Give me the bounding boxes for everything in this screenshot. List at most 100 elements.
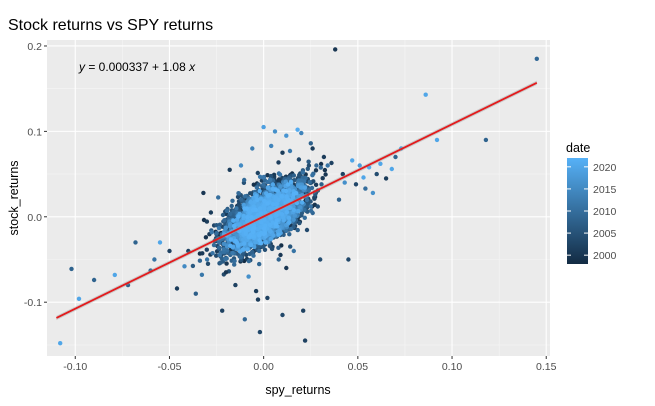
data-point: [276, 197, 281, 203]
data-point: [233, 282, 238, 288]
data-point: [211, 242, 217, 248]
data-point: [234, 240, 239, 245]
data-point: [204, 247, 209, 252]
data-point: [239, 197, 244, 202]
data-point: [310, 173, 315, 178]
data-point: [302, 207, 307, 213]
y-tick-label: 0.1: [27, 126, 42, 138]
data-point: [257, 233, 262, 238]
data-point: [378, 161, 383, 166]
data-point: [259, 220, 264, 225]
data-point: [287, 232, 292, 237]
data-point: [254, 194, 259, 199]
legend-break-label: 2010: [593, 206, 617, 218]
data-point: [353, 182, 359, 187]
data-point: [268, 177, 273, 182]
data-point: [279, 212, 285, 217]
data-point: [308, 199, 313, 204]
legend-break-label: 2020: [593, 162, 617, 174]
data-point: [157, 240, 163, 245]
data-point: [236, 191, 241, 196]
data-point: [248, 233, 253, 238]
data-point: [261, 226, 267, 231]
x-tick-label: 0.10: [442, 361, 463, 373]
data-point: [242, 177, 247, 183]
data-point: [228, 211, 233, 216]
data-point: [219, 256, 224, 261]
data-point: [223, 256, 228, 262]
data-point: [315, 204, 320, 209]
data-point: [238, 255, 243, 260]
data-point: [228, 237, 234, 242]
data-point: [205, 261, 211, 266]
data-point: [255, 297, 261, 302]
data-point: [217, 222, 223, 227]
data-point: [234, 206, 239, 211]
data-point: [197, 258, 203, 263]
data-point: [258, 211, 264, 216]
color-legend: date 2000 2005 2010 2015 2020: [566, 141, 617, 264]
data-point: [255, 197, 260, 202]
data-point: [199, 272, 205, 277]
data-point: [266, 185, 271, 190]
data-point: [58, 341, 63, 346]
data-point: [342, 180, 347, 185]
data-point: [253, 288, 259, 294]
legend-breaks: 2000 2005 2010 2015 2020: [567, 162, 617, 262]
data-point: [298, 205, 303, 210]
x-tick-label: -0.05: [157, 361, 181, 373]
data-point: [295, 127, 300, 132]
data-point: [250, 146, 255, 151]
data-point: [357, 163, 362, 168]
data-point: [302, 215, 307, 220]
data-point: [297, 172, 302, 178]
data-point: [534, 56, 539, 61]
data-point: [273, 187, 278, 192]
data-point: [227, 167, 232, 172]
data-point: [272, 129, 278, 134]
data-point: [257, 248, 262, 254]
data-point: [268, 229, 273, 234]
data-point: [269, 246, 275, 252]
data-point: [242, 317, 247, 322]
data-point: [294, 191, 299, 196]
data-point: [222, 218, 227, 223]
data-point: [241, 213, 246, 219]
data-point: [318, 165, 323, 170]
data-point: [209, 230, 214, 235]
data-point: [299, 130, 304, 136]
data-point: [363, 186, 368, 191]
data-point: [248, 199, 253, 205]
data-point: [370, 190, 376, 196]
data-point: [201, 190, 206, 196]
data-point: [268, 214, 273, 220]
data-point: [257, 261, 262, 267]
data-point: [302, 338, 308, 343]
data-point: [268, 173, 274, 179]
data-point: [265, 193, 271, 198]
data-point: [280, 312, 285, 318]
data-point: [286, 215, 292, 220]
data-point: [306, 188, 312, 193]
legend-break-label: 2005: [593, 228, 617, 240]
data-point: [91, 277, 97, 283]
data-point: [270, 202, 276, 207]
data-point: [204, 219, 210, 224]
data-point: [228, 243, 233, 248]
data-point: [283, 188, 289, 194]
legend-title: date: [566, 141, 590, 155]
data-point: [279, 194, 285, 199]
equation-y: y: [78, 60, 86, 74]
data-point: [314, 163, 319, 168]
data-point: [292, 213, 297, 218]
data-point: [251, 253, 256, 258]
data-point: [287, 188, 292, 193]
data-point: [261, 182, 266, 187]
data-point: [300, 200, 305, 205]
data-point: [241, 247, 246, 252]
data-point: [216, 195, 221, 200]
data-point: [319, 182, 324, 187]
data-point: [263, 240, 269, 245]
data-point: [287, 220, 292, 225]
legend-break-label: 2015: [593, 184, 617, 196]
